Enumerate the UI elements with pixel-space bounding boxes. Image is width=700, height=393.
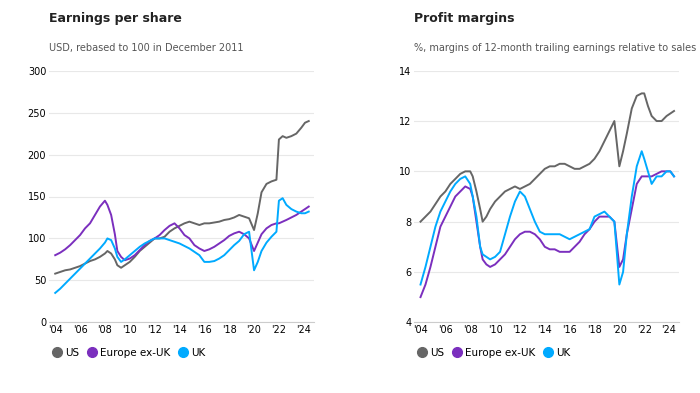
Text: USD, rebased to 100 in December 2011: USD, rebased to 100 in December 2011 bbox=[49, 43, 244, 53]
Text: %, margins of 12-month trailing earnings relative to sales: %, margins of 12-month trailing earnings… bbox=[414, 43, 696, 53]
Text: Earnings per share: Earnings per share bbox=[49, 12, 182, 25]
Legend: US, Europe ex-UK, UK: US, Europe ex-UK, UK bbox=[54, 347, 205, 358]
Legend: US, Europe ex-UK, UK: US, Europe ex-UK, UK bbox=[419, 347, 570, 358]
Text: Profit margins: Profit margins bbox=[414, 12, 514, 25]
